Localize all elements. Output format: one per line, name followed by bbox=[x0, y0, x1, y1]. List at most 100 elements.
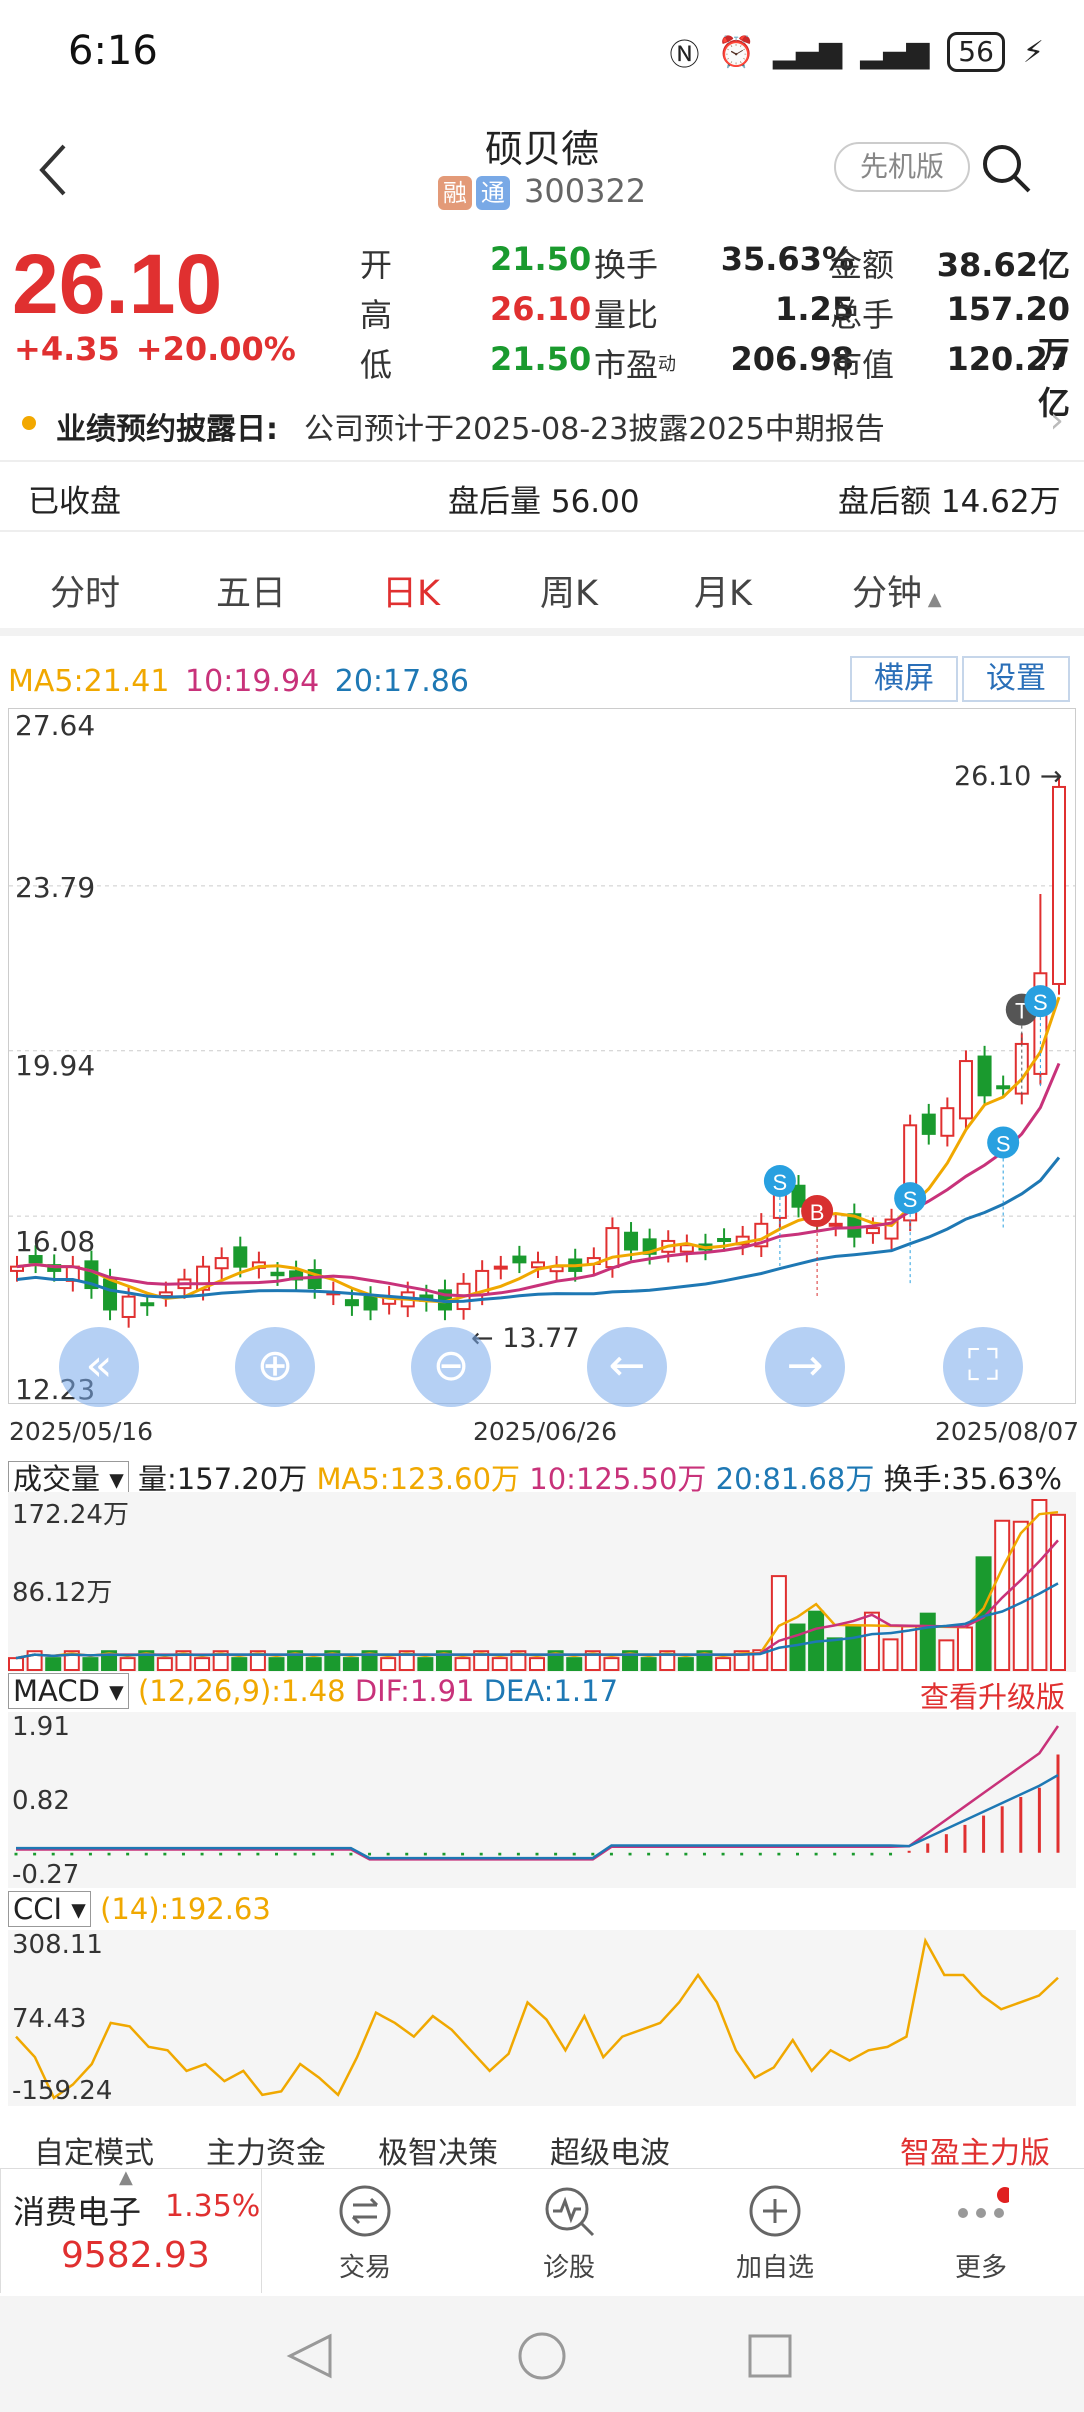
volume-bar bbox=[231, 1657, 248, 1672]
candle-body bbox=[996, 1085, 1011, 1090]
candle-body bbox=[214, 1257, 229, 1270]
pro-version-button[interactable]: 先机版 bbox=[834, 142, 970, 192]
add-icon bbox=[749, 2185, 801, 2237]
volume-bar bbox=[82, 1657, 99, 1672]
volume-bar bbox=[956, 1626, 973, 1671]
volume-bar bbox=[491, 1657, 508, 1672]
x-tick: 2025/06/26 bbox=[473, 1417, 618, 1446]
volume-bar bbox=[156, 1657, 173, 1672]
volume-bar bbox=[994, 1519, 1011, 1671]
volume-bar bbox=[380, 1657, 397, 1672]
high-label: 26.10 → bbox=[954, 761, 1063, 792]
signal-marker bbox=[763, 1164, 796, 1197]
tab-5day[interactable]: 五日 bbox=[216, 574, 287, 614]
macd-line bbox=[16, 1725, 1060, 1861]
margin-tag: 融 bbox=[437, 176, 472, 210]
volume-bar bbox=[603, 1657, 620, 1672]
tab-monthly-k[interactable]: 月K bbox=[694, 574, 752, 614]
notice-dot bbox=[22, 416, 36, 430]
sys-recents-icon bbox=[748, 2334, 792, 2378]
volume-legend: 成交量 ▾ 量:157.20万 MA5:123.60万 10:125.50万 2… bbox=[8, 1456, 1062, 1498]
cci-selector[interactable]: CCI ▾ bbox=[8, 1891, 91, 1927]
pro-link[interactable]: 智盈主力版 bbox=[900, 2136, 1050, 2171]
scroll-right-icon[interactable]: → bbox=[765, 1327, 845, 1407]
stock-code: 300322 bbox=[524, 172, 647, 210]
chevron-right-icon: › bbox=[1049, 400, 1064, 441]
ma-legend: MA5:21.41 10:19.94 20:17.86 bbox=[8, 664, 469, 699]
volume-bar bbox=[863, 1611, 880, 1671]
landscape-button[interactable]: 横屏 bbox=[850, 656, 958, 702]
mode-wave[interactable]: 超级电波 bbox=[550, 2136, 670, 2171]
volume-bar bbox=[45, 1657, 62, 1672]
nfc-icon: Ⓝ bbox=[669, 38, 700, 73]
candle-body bbox=[493, 1265, 508, 1270]
alarm-icon: ⏰ bbox=[717, 34, 755, 70]
volume-bar bbox=[919, 1612, 936, 1671]
tab-daily-k[interactable]: 日K bbox=[382, 574, 440, 614]
volume-bar bbox=[677, 1657, 694, 1672]
volume-selector[interactable]: 成交量 ▾ bbox=[8, 1461, 129, 1497]
x-tick: 2025/08/07 bbox=[935, 1417, 1080, 1446]
volume-bar bbox=[901, 1625, 918, 1671]
status-icons: Ⓝ ⏰ ▂▄▆ ▂▄▆ 56 ⚡ bbox=[669, 30, 1044, 74]
ma20-line bbox=[16, 1156, 1061, 1304]
volume-bar bbox=[640, 1657, 657, 1672]
macd-selector[interactable]: MACD ▾ bbox=[8, 1673, 129, 1709]
signal-marker-label: S bbox=[996, 1131, 1011, 1156]
candle-body bbox=[121, 1295, 136, 1318]
tab-weekly-k[interactable]: 周K bbox=[540, 574, 598, 614]
nav-diagnose[interactable]: 诊股 bbox=[494, 2169, 644, 2293]
back-icon[interactable] bbox=[34, 140, 74, 200]
earnings-notice[interactable]: 业绩预约披露日: 公司预计于2025-08-23披露2025中期报告 › bbox=[0, 394, 1084, 458]
macd-line bbox=[16, 1774, 1059, 1860]
volume-bar bbox=[938, 1639, 955, 1671]
zoom-out-icon[interactable]: ⊖ bbox=[411, 1327, 491, 1407]
volume-bar bbox=[882, 1638, 899, 1671]
tab-minute[interactable]: 分钟 ▲ bbox=[852, 574, 942, 614]
volume-bar bbox=[454, 1657, 471, 1672]
candle-body bbox=[605, 1227, 620, 1269]
volume-bar bbox=[566, 1657, 583, 1672]
stock-code-row: 融通 300322 bbox=[0, 172, 1084, 210]
zoom-in-icon[interactable]: ⊕ bbox=[235, 1327, 315, 1407]
signal2-icon: ▂▄▆ bbox=[860, 34, 930, 70]
y-tick: 19.94 bbox=[15, 1049, 96, 1082]
candle-body bbox=[717, 1238, 732, 1243]
scroll-left-icon[interactable]: ← bbox=[587, 1327, 667, 1407]
nav-more[interactable]: 更多 bbox=[906, 2169, 1056, 2293]
price-change: +4.35 +20.00% bbox=[14, 330, 296, 368]
tab-intraday[interactable]: 分时 bbox=[50, 574, 121, 614]
signal-marker bbox=[894, 1182, 927, 1215]
sector-index[interactable]: 消费电子 1.35% 9582.93 ▲ bbox=[0, 2167, 262, 2293]
candle-body bbox=[531, 1261, 545, 1269]
scroll-far-left-button[interactable]: « bbox=[59, 1327, 139, 1407]
diagnose-icon bbox=[545, 2187, 595, 2237]
y-tick: 27.64 bbox=[15, 709, 96, 742]
candle-body bbox=[828, 1222, 843, 1227]
candle-body bbox=[624, 1231, 639, 1251]
mode-capital[interactable]: 主力资金 bbox=[206, 2136, 326, 2171]
candle-body bbox=[865, 1227, 880, 1235]
signal-marker-label: S bbox=[903, 1187, 918, 1212]
mode-decision[interactable]: 极智决策 bbox=[378, 2136, 498, 2171]
y-tick: 16.08 bbox=[15, 1225, 96, 1258]
mode-custom[interactable]: 自定模式 bbox=[34, 2136, 154, 2171]
volume-bar bbox=[8, 1657, 24, 1672]
sys-back-icon bbox=[286, 2333, 332, 2379]
nav-add-watchlist[interactable]: 加自选 bbox=[700, 2169, 850, 2293]
candle-body bbox=[28, 1255, 43, 1264]
after-hours-row: 已收盘 盘后量 56.00 盘后额 14.62万 bbox=[28, 484, 1061, 520]
settings-button[interactable]: 设置 bbox=[962, 656, 1070, 702]
last-price: 26.10 bbox=[12, 237, 223, 331]
search-icon[interactable] bbox=[978, 140, 1034, 196]
fullscreen-icon[interactable]: ⛶ bbox=[943, 1327, 1023, 1407]
quote-grid: 开 21.50 换手 35.63% 金额 38.62亿 高 26.10 量比 1… bbox=[360, 240, 1070, 422]
bottom-navbar: 消费电子 1.35% 9582.93 ▲ 交易 诊股 加自选 更多 bbox=[0, 2167, 1084, 2293]
candle-body bbox=[140, 1302, 155, 1307]
nav-trade[interactable]: 交易 bbox=[290, 2169, 440, 2293]
upgrade-link[interactable]: 查看升级版 bbox=[920, 1680, 1066, 1714]
sys-home-icon bbox=[518, 2332, 566, 2380]
volume-bar bbox=[194, 1657, 211, 1672]
candle-body bbox=[679, 1244, 694, 1253]
